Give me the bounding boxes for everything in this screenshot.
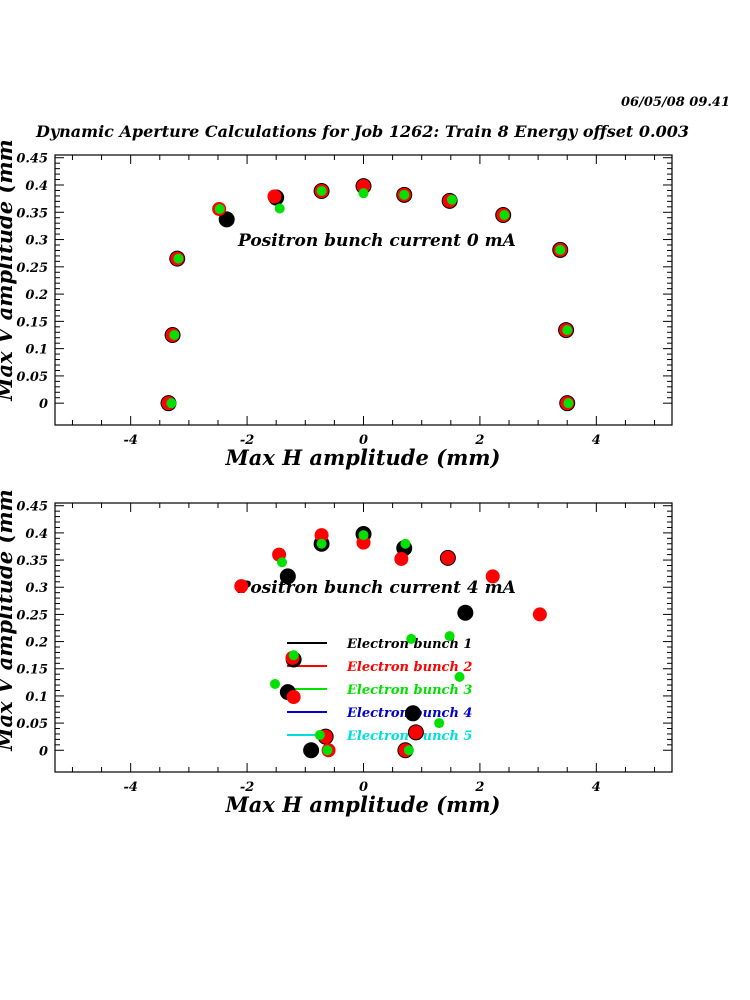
data-point-red bbox=[485, 569, 500, 584]
data-point-green bbox=[434, 718, 445, 729]
legend-label: Electron bunch 2 bbox=[346, 660, 472, 675]
x-tick-label: 4 bbox=[592, 780, 601, 795]
x-tick-label: 2 bbox=[474, 780, 484, 795]
x-tick-label: 4 bbox=[592, 433, 601, 448]
data-point-black bbox=[218, 211, 235, 228]
data-point-green bbox=[563, 398, 574, 409]
data-point-green bbox=[358, 188, 369, 199]
data-point-green bbox=[169, 330, 180, 340]
data-point-red bbox=[286, 690, 301, 705]
y-tick-label: 0.05 bbox=[16, 370, 48, 385]
y-tick-label: 0.05 bbox=[16, 717, 48, 732]
data-point-green bbox=[270, 678, 281, 689]
y-tick-label: 0.4 bbox=[25, 179, 48, 194]
data-point-red bbox=[234, 579, 249, 594]
data-point-green bbox=[166, 398, 177, 409]
bottom-scatter-chart: -4 -2 0 2 4 0 0.05 0.1 0.15 0.2 0.25 0.3 0.35 0.4 0.45… bbox=[0, 490, 673, 817]
x-tick-label: -4 bbox=[123, 433, 137, 448]
y-tick-label: 0.15 bbox=[16, 663, 48, 678]
data-point-green bbox=[562, 325, 573, 336]
top-scatter-chart: -4 -2 0 2 4 0 0.05 0.1 0.15 0.2 0.25 0.3 0.35 0.4 0.45… bbox=[0, 140, 673, 470]
chart-annotation: Positron bunch current 4 mA bbox=[237, 578, 516, 598]
data-point-green bbox=[444, 631, 455, 642]
y-tick-label: 0.1 bbox=[25, 690, 48, 705]
x-tick-label: 0 bbox=[359, 433, 368, 448]
data-point-green bbox=[316, 186, 327, 196]
data-point-red bbox=[314, 528, 329, 543]
data-point-red bbox=[356, 179, 371, 194]
data-point-green bbox=[454, 671, 465, 682]
x-tick-label: -2 bbox=[240, 433, 254, 448]
data-point-green bbox=[499, 210, 510, 220]
legend-label: Electron bunch 1 bbox=[346, 637, 472, 652]
y-tick-label: 0.3 bbox=[25, 581, 48, 596]
data-point-green bbox=[322, 745, 333, 756]
y-tick-label: 0.25 bbox=[16, 261, 48, 276]
data-point-green bbox=[358, 530, 369, 541]
data-point-green bbox=[316, 538, 327, 549]
data-point-black bbox=[303, 742, 320, 759]
x-tick-label: -4 bbox=[123, 780, 137, 795]
data-point-green bbox=[274, 203, 285, 214]
data-point-red bbox=[394, 551, 409, 566]
y-tick-label: 0.2 bbox=[25, 288, 48, 303]
y-tick-label: 0 bbox=[39, 744, 48, 759]
data-point-red bbox=[440, 550, 455, 565]
y-tick-label: 0.15 bbox=[16, 315, 48, 330]
x-axis-label: Max H amplitude (mm) bbox=[225, 445, 501, 470]
y-tick-label: 0.25 bbox=[16, 608, 48, 623]
data-point-green bbox=[555, 244, 566, 255]
y-tick-label: 0.45 bbox=[16, 152, 48, 167]
data-point-green bbox=[173, 253, 184, 264]
y-tick-label: 0.35 bbox=[16, 554, 48, 569]
y-axis-label: Max V amplitude (mm) bbox=[0, 140, 17, 402]
y-tick-label: 0 bbox=[39, 397, 48, 412]
data-point-red bbox=[267, 189, 282, 204]
data-point-green bbox=[277, 557, 288, 568]
y-tick-label: 0.2 bbox=[25, 636, 48, 651]
data-point-red bbox=[408, 725, 423, 740]
data-point-black bbox=[457, 604, 474, 621]
data-point-green bbox=[314, 730, 325, 741]
data-point-green bbox=[406, 633, 417, 644]
y-tick-label: 0.45 bbox=[16, 500, 48, 515]
x-axis-label: Max H amplitude (mm) bbox=[225, 792, 501, 817]
x-tick-label: 0 bbox=[359, 780, 368, 795]
x-tick-label: 2 bbox=[474, 433, 484, 448]
x-tick-label: -2 bbox=[240, 780, 254, 795]
data-point-green bbox=[400, 538, 411, 549]
data-point-black bbox=[404, 705, 421, 722]
y-tick-label: 0.1 bbox=[25, 343, 48, 358]
chart-annotation: Positron bunch current 0 mA bbox=[237, 231, 516, 251]
data-point-green bbox=[399, 189, 410, 200]
data-point-green bbox=[446, 194, 457, 205]
data-point-green bbox=[214, 204, 225, 214]
data-point-green bbox=[403, 745, 414, 756]
y-tick-label: 0.3 bbox=[25, 234, 48, 249]
datestamp: 06/05/08 09.41 bbox=[620, 95, 730, 110]
y-axis-label: Max V amplitude (mm) bbox=[0, 490, 17, 752]
data-point-green bbox=[288, 650, 299, 661]
y-tick-label: 0.35 bbox=[16, 206, 48, 221]
data-point-black bbox=[279, 568, 296, 585]
legend-label: Electron bunch 3 bbox=[346, 683, 472, 698]
data-point-red bbox=[532, 607, 547, 622]
y-tick-label: 0.4 bbox=[25, 527, 48, 542]
figure-title: Dynamic Aperture Calculations for Job 12… bbox=[36, 122, 689, 141]
data-point-red bbox=[356, 535, 371, 550]
